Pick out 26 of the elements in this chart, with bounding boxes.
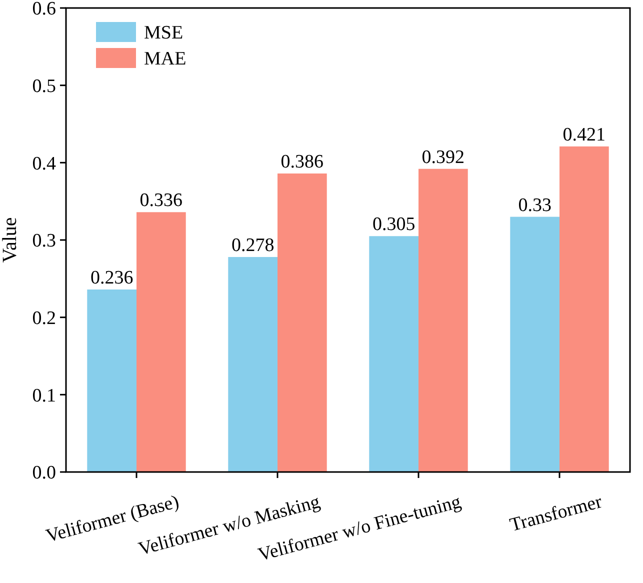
bar <box>228 257 278 472</box>
y-tick-label: 0.5 <box>32 76 56 97</box>
data-label: 0.386 <box>280 151 324 172</box>
y-tick-label: 0.4 <box>32 153 56 174</box>
y-tick-label: 0.0 <box>32 462 56 484</box>
legend-label: MSE <box>144 22 184 44</box>
legend-label: MAE <box>144 48 186 70</box>
bar <box>510 216 560 472</box>
data-label: 0.421 <box>562 124 606 146</box>
data-label: 0.278 <box>231 235 274 256</box>
bar <box>136 212 186 472</box>
data-label: 0.305 <box>372 214 416 236</box>
y-tick-label: 0.2 <box>32 308 56 329</box>
data-label: 0.336 <box>140 190 183 212</box>
y-axis-title: Value <box>0 217 21 263</box>
bar <box>87 289 136 472</box>
y-tick-label: 0.3 <box>32 230 56 252</box>
bar <box>560 146 609 472</box>
bar <box>369 236 418 472</box>
y-tick-label: 0.6 <box>32 0 56 20</box>
y-tick-label: 0.1 <box>32 385 56 406</box>
data-label: 0.392 <box>422 146 465 168</box>
data-label: 0.33 <box>518 194 552 216</box>
bar <box>418 168 468 472</box>
bar <box>278 173 327 472</box>
data-label: 0.236 <box>90 267 134 288</box>
